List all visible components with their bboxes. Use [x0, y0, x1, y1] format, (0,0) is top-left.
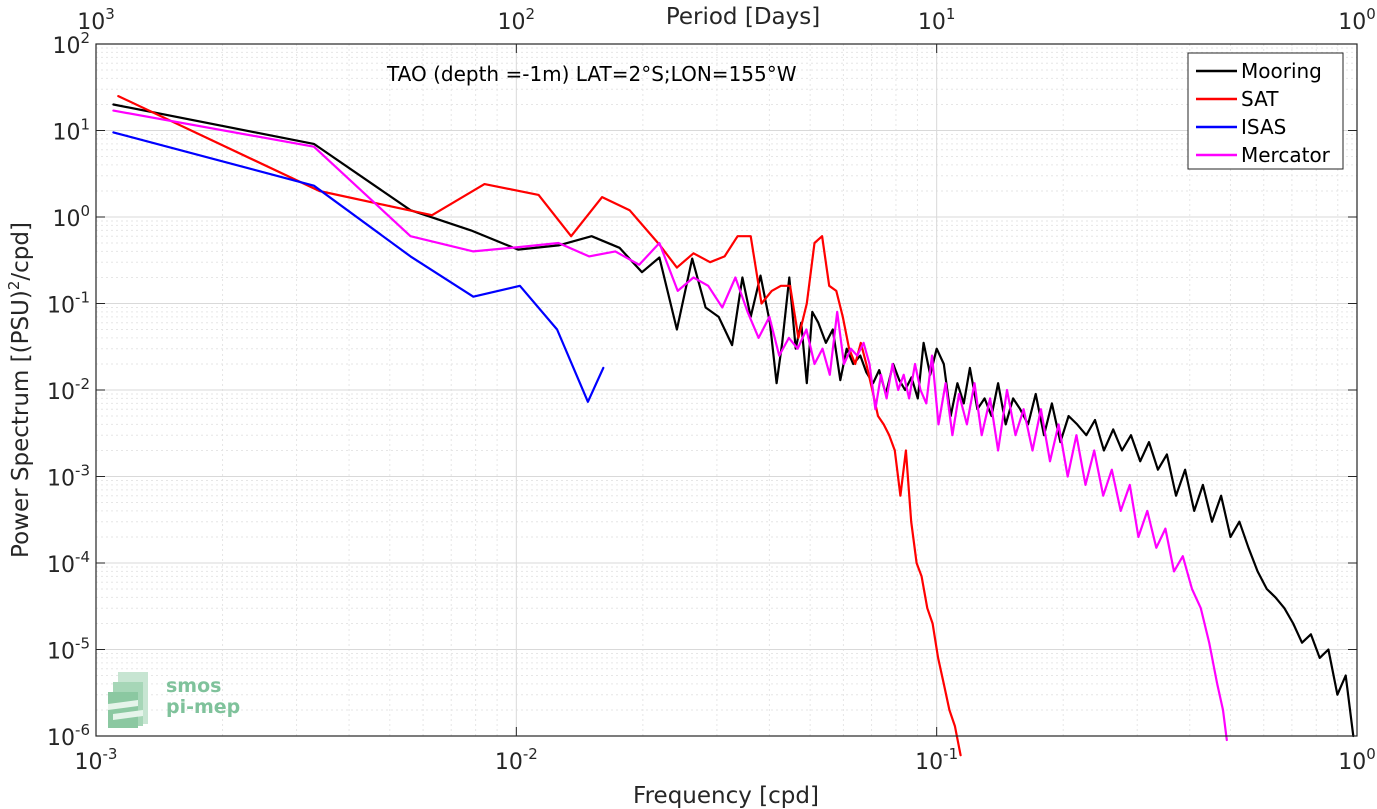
x-tick-label-base: 10 — [915, 750, 943, 775]
y-axis-label: Power Spectrum [(PSU)2/cpd] — [5, 222, 34, 558]
top-tick-label: 102 — [498, 5, 536, 35]
y-tick-label: 10-1 — [47, 289, 90, 319]
chart-title: TAO (depth =-1m) LAT=2°S;LON=155°W — [386, 62, 797, 86]
series-line-isas — [112, 131, 605, 403]
y-tick-label-exp: -1 — [75, 289, 90, 307]
y-tick-label-base: 10 — [52, 207, 80, 232]
x-tick-label: 10-2 — [495, 745, 538, 775]
x-axis-label: Frequency [cpd] — [633, 783, 819, 809]
x-tick-label: 100 — [1338, 745, 1376, 775]
y-tick-label: 10-4 — [47, 548, 90, 578]
top-tick-label-exp: 1 — [946, 5, 956, 23]
y-tick-label-exp: 0 — [80, 202, 90, 220]
y-axis-label-main: Power Spectrum [(PSU) — [8, 290, 34, 558]
y-tick-label: 10-6 — [47, 721, 90, 751]
y-tick-label-exp: -2 — [75, 375, 90, 393]
y-tick-label-exp: -5 — [75, 635, 90, 653]
top-tick-label-base: 10 — [77, 10, 105, 35]
top-tick-label-exp: 2 — [526, 5, 536, 23]
series-line-sat — [117, 94, 962, 757]
y-tick-label-base: 10 — [52, 121, 80, 146]
x-tick-label: 10-1 — [915, 745, 958, 775]
y-tick-label: 101 — [52, 116, 90, 146]
y-tick-label-exp: -4 — [75, 548, 90, 566]
y-tick-label-base: 10 — [47, 553, 75, 578]
watermark-line1: smos — [166, 675, 221, 697]
y-axis-label-tail: /cpd] — [8, 222, 34, 281]
axis-ticks — [95, 43, 1358, 737]
y-tick-label: 10-2 — [47, 375, 90, 405]
top-tick-label-base: 10 — [498, 10, 526, 35]
y-tick-label-base: 10 — [47, 380, 75, 405]
series-line-mercator — [112, 109, 1228, 742]
x-tick-label-exp: -2 — [523, 745, 538, 763]
y-tick-label: 102 — [52, 29, 90, 59]
legend-label-sat: SAT — [1241, 87, 1279, 111]
y-tick-label-exp: 2 — [80, 29, 90, 47]
x-tick-label-base: 10 — [1338, 750, 1366, 775]
y-tick-label-base: 10 — [47, 467, 75, 492]
x-tick-label: 10-3 — [75, 745, 118, 775]
top-tick-label: 103 — [77, 5, 115, 35]
y-tick-label: 100 — [52, 202, 90, 232]
y-tick-label-base: 10 — [52, 34, 80, 59]
x-tick-label-base: 10 — [75, 750, 103, 775]
y-tick-label-base: 10 — [47, 640, 75, 665]
top-tick-labels: 103 102 101 100 — [77, 5, 1376, 35]
legend-label-isas: ISAS — [1241, 115, 1286, 139]
legend-label-mooring: Mooring — [1241, 59, 1322, 83]
y-tick-label-exp: -6 — [75, 721, 90, 739]
x-tick-label-exp: -1 — [943, 745, 958, 763]
y-tick-label: 10-5 — [47, 635, 90, 665]
grid — [95, 43, 1358, 737]
y-tick-label-exp: 1 — [80, 116, 90, 134]
watermark-logo: smos pi-mep — [108, 672, 240, 728]
x-tick-label-exp: -3 — [103, 745, 118, 763]
series-line-mooring — [112, 103, 1355, 738]
x-tick-label-exp: 0 — [1366, 745, 1376, 763]
y-tick-label-base: 10 — [47, 294, 75, 319]
top-axis-label: Period [Days] — [666, 4, 820, 30]
legend-label-mercator: Mercator — [1241, 143, 1331, 167]
legend-box — [1187, 52, 1344, 170]
y-tick-label: 10-3 — [47, 462, 90, 492]
top-tick-label: 101 — [918, 5, 956, 35]
watermark-line2: pi-mep — [166, 696, 240, 718]
y-tick-label-exp: -3 — [75, 462, 90, 480]
top-tick-label: 100 — [1338, 5, 1376, 35]
top-tick-label-base: 10 — [1338, 10, 1366, 35]
y-axis-label-sup: 2 — [5, 281, 23, 291]
y-tick-label-base: 10 — [47, 726, 75, 751]
top-tick-label-base: 10 — [918, 10, 946, 35]
x-tick-label-base: 10 — [495, 750, 523, 775]
top-tick-label-exp: 3 — [105, 5, 115, 23]
series-lines — [112, 94, 1355, 757]
x-tick-labels: 10-3 10-2 10-1 100 — [75, 745, 1376, 775]
logo-icon — [108, 672, 148, 728]
top-tick-label-exp: 0 — [1366, 5, 1376, 23]
legend: Mooring SAT ISAS Mercator — [1187, 52, 1344, 170]
